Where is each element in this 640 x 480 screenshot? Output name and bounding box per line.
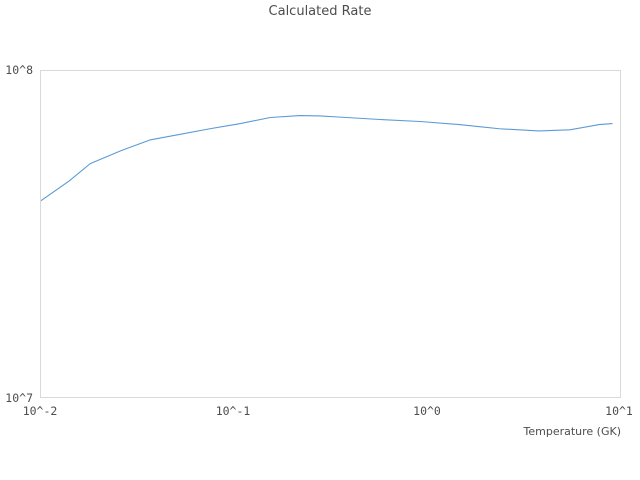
y-axis-tick-label-1e8: 10^8 (5, 63, 33, 77)
chart-title: Calculated Rate (268, 4, 372, 19)
plot-area (40, 70, 621, 398)
y-axis-tick-label-1e7: 10^7 (5, 391, 33, 405)
x-axis-tick-label-1e-1: 10^-1 (215, 404, 251, 418)
x-axis-tick-label-1e0: 10^0 (413, 404, 441, 418)
x-axis-tick-label-1e1: 10^1 (605, 404, 633, 418)
x-axis-tick-label-1e-2: 10^-2 (22, 404, 58, 418)
x-axis-label: Temperature (GK) (523, 425, 622, 438)
rate-line-series (41, 114, 613, 202)
